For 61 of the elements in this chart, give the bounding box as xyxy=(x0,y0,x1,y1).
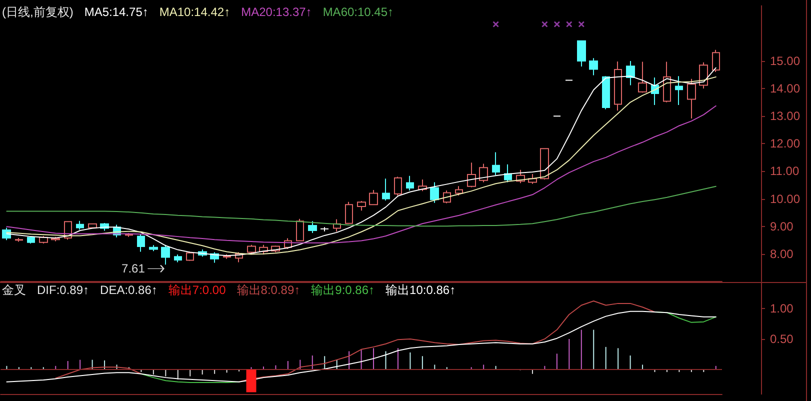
annotation: 7.61 xyxy=(122,262,146,276)
text: MA10:14.42↑ xyxy=(159,5,230,20)
candlestick xyxy=(247,244,256,255)
candlestick xyxy=(687,78,696,120)
candlestick xyxy=(577,40,586,67)
line-series xyxy=(6,186,716,227)
candlestick xyxy=(455,186,463,196)
text: MA5:14.75↑ xyxy=(84,5,148,20)
candlestick xyxy=(712,49,720,72)
text: MA60:10.45↑ xyxy=(322,5,394,20)
candlestick xyxy=(320,226,329,232)
y-tick-label: 12.00 xyxy=(770,136,800,151)
candlestick xyxy=(479,163,488,183)
annotation: DEA:0.86↑ xyxy=(100,283,158,298)
candlestick xyxy=(467,162,476,188)
candlestick xyxy=(602,76,610,110)
y-tick-label: 15.00 xyxy=(770,54,800,68)
candlestick xyxy=(186,250,194,262)
candlestick xyxy=(382,178,390,201)
candlestick xyxy=(137,234,145,252)
candlestick xyxy=(638,61,647,94)
candlestick xyxy=(663,61,671,103)
y-tick-label: 10.00 xyxy=(770,192,800,206)
candlestick xyxy=(492,152,500,176)
y-tick-label: 11.00 xyxy=(770,164,800,178)
y-tick-label: 14.00 xyxy=(770,82,800,96)
bar xyxy=(246,370,256,392)
candlestick xyxy=(357,200,366,212)
candlestick xyxy=(614,60,622,112)
candlestick xyxy=(27,236,35,244)
line-series xyxy=(6,105,716,244)
candlestick xyxy=(369,189,378,206)
candlestick xyxy=(540,148,549,180)
candlestick xyxy=(394,176,402,196)
candlestick xyxy=(15,237,23,242)
y-tick-label: 13.00 xyxy=(770,109,800,124)
y-tick-label: 9.00 xyxy=(770,219,794,234)
y-tick-label: 0.50 xyxy=(770,332,794,346)
text: MA20:13.37↑ xyxy=(241,5,312,20)
chart-title: 金叉 xyxy=(2,283,26,298)
text: 输出9:0.86↑ xyxy=(311,283,375,298)
candlestick xyxy=(626,60,635,86)
text: 输出7:0.00 xyxy=(168,283,226,298)
candlestick xyxy=(174,254,182,263)
candlestick xyxy=(308,220,317,234)
candlestick xyxy=(589,58,598,76)
candlestick xyxy=(296,218,304,242)
annotation: DIF:0.89↑ xyxy=(37,283,90,298)
text: 输出10:0.86↑ xyxy=(386,283,456,298)
candlestick xyxy=(76,220,84,230)
y-tick-label: 1.00 xyxy=(770,301,794,316)
candlestick xyxy=(430,182,439,204)
candlestick xyxy=(675,76,683,106)
candlestick xyxy=(345,201,353,224)
text: 输出8:0.89↑ xyxy=(236,283,300,298)
y-tick-label: 8.00 xyxy=(770,246,794,261)
candlestick xyxy=(149,244,158,252)
candlestick xyxy=(406,175,414,192)
chart-title: (日线,前复权) xyxy=(2,5,74,20)
candlestick xyxy=(161,244,170,266)
line-series xyxy=(6,310,716,382)
